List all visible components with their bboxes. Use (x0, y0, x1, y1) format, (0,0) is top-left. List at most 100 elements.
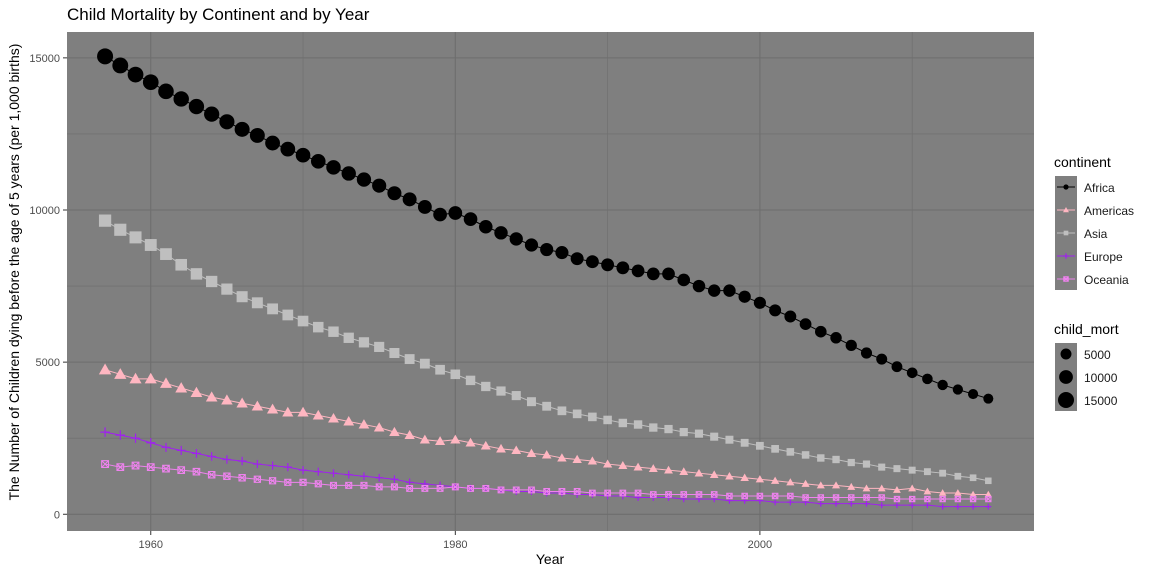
data-point-oceania (649, 491, 657, 498)
data-point-africa (280, 141, 296, 157)
data-point-asia (129, 231, 142, 244)
data-point-africa (708, 284, 721, 297)
data-point-oceania (146, 463, 155, 471)
series-africa (97, 48, 994, 404)
data-point-africa (463, 212, 478, 226)
data-point-oceania (985, 495, 992, 503)
data-point-americas (801, 479, 810, 487)
data-point-oceania (238, 474, 246, 482)
data-point-africa (845, 339, 857, 352)
y-tick-label: 15000 (29, 53, 60, 65)
legend-title-continent: continent (1054, 154, 1111, 170)
data-point-africa (585, 255, 599, 269)
data-point-oceania (360, 481, 368, 489)
x-tick-label: 1980 (443, 539, 467, 551)
data-point-africa (662, 267, 675, 281)
data-point-asia (710, 432, 719, 441)
data-point-oceania (680, 491, 688, 498)
data-point-americas (893, 486, 901, 493)
legend-label-americas: Americas (1084, 204, 1135, 218)
data-point-oceania (482, 484, 490, 492)
data-point-africa (860, 347, 873, 359)
data-point-americas (664, 465, 673, 474)
data-point-americas (496, 443, 506, 453)
data-point-asia (817, 454, 825, 462)
data-point-africa (448, 206, 463, 220)
data-point-americas (312, 409, 324, 420)
data-point-asia (893, 465, 901, 473)
data-point-asia (404, 354, 415, 365)
data-point-americas (954, 489, 962, 496)
data-point-africa (173, 91, 189, 107)
data-point-africa (127, 66, 144, 83)
data-point-asia (847, 458, 855, 467)
data-point-asia (725, 435, 734, 444)
data-point-africa (310, 154, 326, 169)
data-point-asia (939, 469, 947, 477)
data-point-oceania (756, 492, 764, 500)
data-point-europe (314, 467, 323, 476)
data-point-asia (740, 438, 749, 447)
data-point-europe (283, 462, 292, 472)
data-point-oceania (939, 495, 946, 503)
data-point-americas (358, 419, 370, 429)
data-point-africa (540, 242, 554, 257)
data-point-oceania (101, 460, 110, 469)
data-point-asia (832, 455, 840, 464)
data-point-asia (236, 291, 248, 303)
data-point-asia (557, 406, 567, 416)
legend-label-size-5000: 5000 (1084, 348, 1111, 362)
data-point-asia (282, 309, 294, 321)
data-point-africa (723, 284, 736, 297)
data-point-asia (313, 321, 324, 333)
data-point-asia (114, 223, 127, 236)
data-point-oceania (299, 478, 307, 486)
data-point-americas (709, 470, 719, 478)
legend-key-size-5000 (1060, 348, 1072, 360)
data-point-americas (740, 473, 749, 481)
data-point-europe (405, 478, 414, 487)
data-point-oceania (177, 466, 186, 474)
data-point-americas (770, 476, 780, 484)
data-point-asia (511, 391, 521, 401)
data-point-asia (985, 477, 992, 485)
y-tick-label: 0 (54, 509, 60, 521)
data-point-oceania (543, 488, 551, 495)
series-layer (97, 48, 994, 510)
data-point-oceania (436, 484, 444, 492)
data-point-africa (356, 172, 372, 187)
data-point-africa (234, 121, 250, 137)
data-point-americas (603, 459, 613, 468)
data-point-americas (969, 490, 977, 498)
series-americas (98, 363, 993, 498)
data-point-europe (909, 502, 916, 509)
data-point-oceania (969, 495, 977, 503)
legend-label-size-15000: 15000 (1084, 394, 1118, 408)
data-point-africa (677, 273, 691, 287)
data-point-africa (937, 379, 948, 391)
data-point-asia (786, 448, 795, 456)
data-point-europe (207, 452, 217, 461)
data-point-europe (954, 503, 961, 510)
data-point-africa (968, 389, 979, 400)
data-point-europe (115, 430, 126, 440)
data-point-europe (253, 459, 262, 469)
data-point-africa (509, 232, 523, 246)
data-point-asia (572, 409, 582, 419)
y-axis-label: The Number of Children dying before the … (6, 43, 22, 501)
data-point-oceania (375, 483, 383, 491)
data-point-asia (969, 474, 977, 482)
data-point-europe (176, 445, 186, 455)
data-point-europe (130, 433, 141, 443)
data-point-oceania (573, 488, 581, 495)
data-point-europe (970, 503, 976, 510)
data-point-oceania (726, 492, 733, 500)
data-point-africa (570, 252, 584, 266)
data-point-asia (496, 386, 506, 396)
data-point-oceania (421, 484, 429, 492)
data-point-americas (114, 368, 127, 379)
series-oceania (101, 460, 992, 503)
data-point-europe (985, 503, 992, 510)
data-point-oceania (345, 481, 353, 489)
data-point-americas (205, 391, 218, 402)
